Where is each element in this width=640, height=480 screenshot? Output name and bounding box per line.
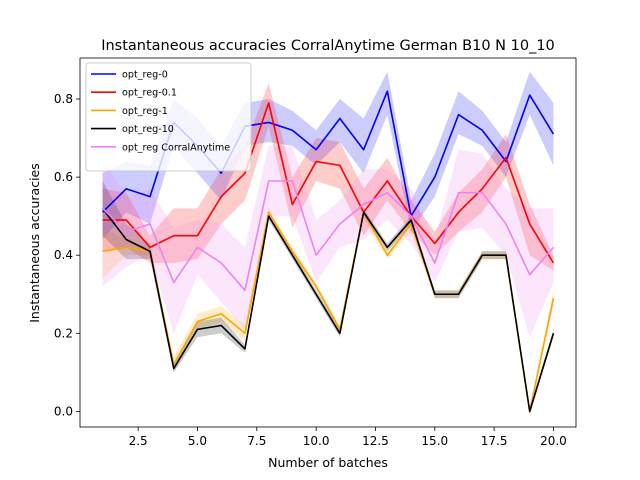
x-tick-label: 10.0 [303,434,330,448]
x-axis-label: Number of batches [268,455,388,470]
legend-label-opt-reg-corralanytime: opt_reg CorralAnytime [122,142,230,153]
y-tick-label: 0.8 [54,92,73,106]
legend-label-opt-reg-10: opt_reg-10 [122,124,174,135]
y-axis-label: Instantaneous accuracies [27,163,42,323]
band-opt-reg-0-1 [102,83,554,271]
series-line-opt-reg-10 [101,207,555,413]
x-tick-label: 17.5 [481,434,508,448]
y-tick-label: 0.2 [54,326,73,340]
x-axis-ticks: 2.5 5.0 7.5 10.0 12.5 15.0 17.5 20.0 [129,427,567,448]
x-tick-label: 2.5 [129,434,148,448]
y-axis-ticks: 0.0 0.2 0.4 0.6 0.8 [54,92,80,418]
y-tick-label: 0.6 [54,170,73,184]
band-opt-reg-1 [102,208,554,416]
axes-frame [79,57,577,428]
legend-label-opt-reg-0-1: opt_reg-0.1 [122,88,177,99]
legend-label-opt-reg-1: opt_reg-1 [122,106,168,117]
x-tick-label: 5.0 [188,434,207,448]
y-tick-label: 0.4 [54,248,73,262]
series-line-opt-reg-corralanytime [101,180,555,292]
band-opt-reg-corralanytime [102,145,554,338]
x-tick-label: 20.0 [540,434,567,448]
chart-title: Instantaneous accuracies CorralAnytime G… [101,38,555,54]
legend-label-opt-reg-0: opt_reg-0 [122,70,168,81]
x-tick-label: 12.5 [362,434,389,448]
legend-box [85,62,252,172]
legend: opt_reg-0 opt_reg-0.1 opt_reg-1 opt_reg-10o… [85,62,252,172]
x-tick-label: 7.5 [247,434,266,448]
y-tick-label: 0.0 [54,404,73,418]
x-tick-label: 15.0 [421,434,448,448]
